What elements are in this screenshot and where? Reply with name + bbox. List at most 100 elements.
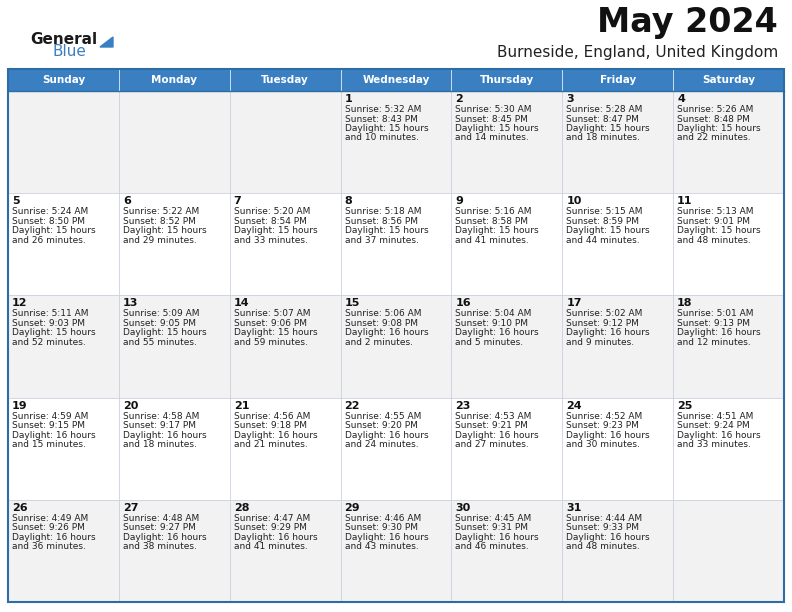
Bar <box>673 398 784 500</box>
Text: 30: 30 <box>455 503 470 513</box>
Text: and 37 minutes.: and 37 minutes. <box>345 236 418 245</box>
Bar <box>562 193 673 296</box>
Text: Daylight: 16 hours: Daylight: 16 hours <box>12 431 96 439</box>
Text: 1: 1 <box>345 94 352 104</box>
Bar <box>8 91 119 193</box>
Text: Daylight: 15 hours: Daylight: 15 hours <box>345 124 428 133</box>
Text: Sunrise: 5:18 AM: Sunrise: 5:18 AM <box>345 207 421 216</box>
Text: and 14 minutes.: and 14 minutes. <box>455 133 529 143</box>
Text: and 30 minutes.: and 30 minutes. <box>566 440 640 449</box>
Text: Daylight: 16 hours: Daylight: 16 hours <box>123 431 207 439</box>
Text: Daylight: 15 hours: Daylight: 15 hours <box>234 226 318 235</box>
Bar <box>673 91 784 193</box>
Text: Sunrise: 4:46 AM: Sunrise: 4:46 AM <box>345 514 421 523</box>
Text: Daylight: 16 hours: Daylight: 16 hours <box>12 533 96 542</box>
Bar <box>230 91 341 193</box>
Text: Daylight: 15 hours: Daylight: 15 hours <box>455 226 539 235</box>
Text: Sunrise: 4:53 AM: Sunrise: 4:53 AM <box>455 412 531 420</box>
Bar <box>230 500 341 602</box>
Text: and 43 minutes.: and 43 minutes. <box>345 542 418 551</box>
Bar <box>673 500 784 602</box>
Text: Sunset: 9:03 PM: Sunset: 9:03 PM <box>12 319 85 328</box>
Text: Sunset: 9:33 PM: Sunset: 9:33 PM <box>566 523 639 532</box>
Text: 22: 22 <box>345 401 360 411</box>
Text: and 44 minutes.: and 44 minutes. <box>566 236 640 245</box>
Text: 15: 15 <box>345 299 360 308</box>
Text: 23: 23 <box>455 401 470 411</box>
Bar <box>8 296 119 398</box>
Text: and 33 minutes.: and 33 minutes. <box>234 236 307 245</box>
Text: Daylight: 15 hours: Daylight: 15 hours <box>566 226 650 235</box>
Text: Daylight: 15 hours: Daylight: 15 hours <box>455 124 539 133</box>
Text: 12: 12 <box>12 299 28 308</box>
Text: 17: 17 <box>566 299 582 308</box>
Text: Sunset: 9:17 PM: Sunset: 9:17 PM <box>123 421 196 430</box>
Text: Sunset: 9:31 PM: Sunset: 9:31 PM <box>455 523 528 532</box>
Text: Sunrise: 5:02 AM: Sunrise: 5:02 AM <box>566 310 642 318</box>
Bar <box>8 69 119 91</box>
Text: and 46 minutes.: and 46 minutes. <box>455 542 529 551</box>
Bar <box>673 193 784 296</box>
Text: Sunrise: 5:22 AM: Sunrise: 5:22 AM <box>123 207 199 216</box>
Text: Daylight: 16 hours: Daylight: 16 hours <box>345 533 428 542</box>
Bar <box>673 69 784 91</box>
Text: Daylight: 16 hours: Daylight: 16 hours <box>345 431 428 439</box>
Text: 13: 13 <box>123 299 139 308</box>
Text: and 48 minutes.: and 48 minutes. <box>566 542 640 551</box>
Text: 24: 24 <box>566 401 582 411</box>
Text: Sunset: 8:54 PM: Sunset: 8:54 PM <box>234 217 307 226</box>
Text: and 59 minutes.: and 59 minutes. <box>234 338 307 347</box>
Text: Sunrise: 4:49 AM: Sunrise: 4:49 AM <box>12 514 88 523</box>
Text: Sunset: 9:12 PM: Sunset: 9:12 PM <box>566 319 639 328</box>
Bar <box>8 500 119 602</box>
Text: Sunset: 8:43 PM: Sunset: 8:43 PM <box>345 114 417 124</box>
Text: Sunset: 9:01 PM: Sunset: 9:01 PM <box>677 217 750 226</box>
Text: Sunrise: 4:47 AM: Sunrise: 4:47 AM <box>234 514 310 523</box>
Text: Sunset: 8:50 PM: Sunset: 8:50 PM <box>12 217 85 226</box>
Text: 26: 26 <box>12 503 28 513</box>
Text: Sunset: 9:27 PM: Sunset: 9:27 PM <box>123 523 196 532</box>
Text: Daylight: 15 hours: Daylight: 15 hours <box>12 226 96 235</box>
Text: Sunrise: 5:04 AM: Sunrise: 5:04 AM <box>455 310 531 318</box>
Text: Sunrise: 4:44 AM: Sunrise: 4:44 AM <box>566 514 642 523</box>
Text: and 24 minutes.: and 24 minutes. <box>345 440 418 449</box>
Bar <box>562 500 673 602</box>
Text: and 12 minutes.: and 12 minutes. <box>677 338 751 347</box>
Text: Sunset: 9:08 PM: Sunset: 9:08 PM <box>345 319 417 328</box>
Polygon shape <box>100 37 113 47</box>
Text: Sunset: 9:23 PM: Sunset: 9:23 PM <box>566 421 639 430</box>
Text: Daylight: 15 hours: Daylight: 15 hours <box>677 226 761 235</box>
Text: and 5 minutes.: and 5 minutes. <box>455 338 524 347</box>
Text: and 38 minutes.: and 38 minutes. <box>123 542 196 551</box>
Text: 27: 27 <box>123 503 139 513</box>
Text: Sunset: 9:06 PM: Sunset: 9:06 PM <box>234 319 307 328</box>
Bar <box>230 398 341 500</box>
Text: and 41 minutes.: and 41 minutes. <box>455 236 529 245</box>
Text: Sunrise: 5:13 AM: Sunrise: 5:13 AM <box>677 207 754 216</box>
Bar <box>119 193 230 296</box>
Text: Sunset: 9:05 PM: Sunset: 9:05 PM <box>123 319 196 328</box>
Text: Sunset: 9:20 PM: Sunset: 9:20 PM <box>345 421 417 430</box>
Text: Sunset: 8:52 PM: Sunset: 8:52 PM <box>123 217 196 226</box>
Text: 5: 5 <box>12 196 20 206</box>
Text: Daylight: 16 hours: Daylight: 16 hours <box>566 431 650 439</box>
Text: Daylight: 15 hours: Daylight: 15 hours <box>345 226 428 235</box>
Text: Sunrise: 5:32 AM: Sunrise: 5:32 AM <box>345 105 421 114</box>
Text: Sunrise: 5:06 AM: Sunrise: 5:06 AM <box>345 310 421 318</box>
Text: Daylight: 16 hours: Daylight: 16 hours <box>234 431 318 439</box>
Bar <box>8 193 119 296</box>
Text: May 2024: May 2024 <box>597 6 778 39</box>
Text: Daylight: 15 hours: Daylight: 15 hours <box>12 329 96 337</box>
Text: and 29 minutes.: and 29 minutes. <box>123 236 196 245</box>
Text: 16: 16 <box>455 299 471 308</box>
Text: Sunrise: 4:48 AM: Sunrise: 4:48 AM <box>123 514 199 523</box>
Bar <box>341 500 451 602</box>
Text: Sunrise: 5:09 AM: Sunrise: 5:09 AM <box>123 310 200 318</box>
Text: Daylight: 15 hours: Daylight: 15 hours <box>234 329 318 337</box>
Text: and 15 minutes.: and 15 minutes. <box>12 440 86 449</box>
Text: Sunset: 8:59 PM: Sunset: 8:59 PM <box>566 217 639 226</box>
Text: 18: 18 <box>677 299 693 308</box>
Bar <box>451 296 562 398</box>
Bar <box>341 398 451 500</box>
Text: Sunrise: 5:07 AM: Sunrise: 5:07 AM <box>234 310 310 318</box>
